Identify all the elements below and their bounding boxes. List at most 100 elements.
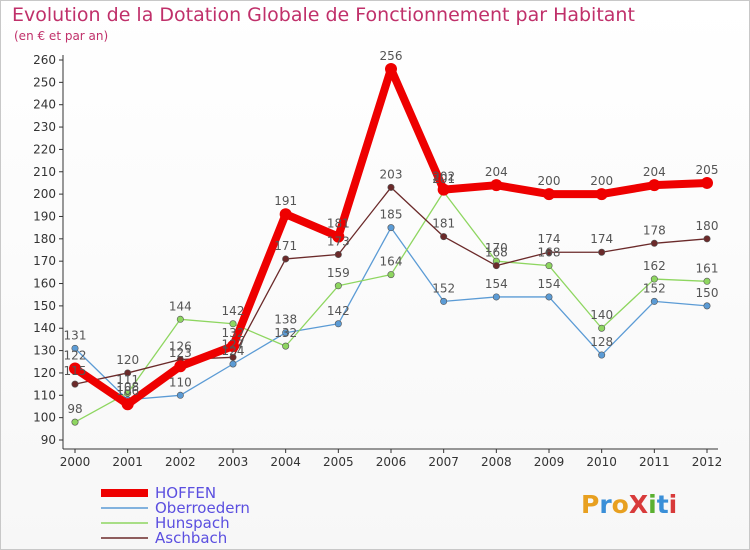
data-label: 162 [643, 259, 666, 273]
y-tick-label: 180 [33, 232, 56, 246]
legend-label: Oberroedern [155, 499, 250, 517]
data-point [71, 418, 79, 426]
data-point [492, 262, 500, 270]
data-point [282, 329, 290, 337]
axes: 90 100 110 120 130 140 150 160 170 180 190 200 210 22… [33, 53, 722, 469]
y-tick-label: 240 [33, 98, 56, 112]
x-tick-label: 2001 [112, 455, 143, 469]
x-tick-label: 2009 [534, 455, 565, 469]
data-label: 181 [432, 217, 455, 231]
y-tick-label: 170 [33, 254, 56, 268]
data-point [334, 282, 342, 290]
x-tick-label: 2002 [165, 455, 196, 469]
data-point [650, 239, 658, 247]
y-tick-label: 150 [33, 299, 56, 313]
chart-title: Evolution de la Dotation Globale de Fonc… [12, 4, 635, 26]
data-point [334, 250, 342, 258]
data-label: 161 [696, 261, 719, 275]
data-point [545, 262, 553, 270]
data-point [701, 176, 713, 189]
x-tick-label: 2003 [218, 455, 249, 469]
proxiti-logo: ProXiti [581, 490, 677, 519]
data-point [229, 320, 237, 328]
data-point [648, 179, 661, 192]
data-label: 140 [590, 308, 613, 322]
logo-letter: r [599, 490, 612, 519]
data-label: 115 [64, 364, 87, 378]
data-label: 120 [116, 353, 139, 367]
y-tick-label: 190 [33, 209, 56, 223]
data-label: 110 [169, 375, 192, 389]
data-label: 132 [222, 326, 245, 340]
x-tick-label: 2008 [481, 455, 512, 469]
y-tick-label: 210 [33, 165, 56, 179]
data-label: 174 [590, 232, 613, 246]
data-point [282, 255, 290, 263]
data-label: 168 [485, 246, 508, 260]
data-point [229, 353, 237, 361]
data-label: 111 [116, 373, 139, 387]
data-point [121, 398, 134, 411]
y-tick-label: 230 [33, 120, 56, 134]
data-label: 108 [116, 380, 139, 394]
data-point [545, 248, 553, 256]
data-point [71, 344, 79, 352]
chart-subtitle: (en € et par an) [14, 29, 109, 43]
data-label: 144 [169, 299, 192, 313]
logo-letter: i [648, 490, 657, 519]
x-tick-label: 2005 [323, 455, 354, 469]
data-label: 127 [222, 337, 245, 351]
logo-letter: X [628, 490, 649, 519]
data-point [282, 342, 290, 350]
data-point [332, 230, 345, 243]
data-label: 171 [274, 239, 297, 253]
data-point [124, 369, 132, 377]
data-point [387, 224, 395, 232]
y-tick-label: 130 [33, 344, 56, 358]
data-label: 152 [643, 281, 666, 295]
data-point [279, 208, 292, 221]
data-point [598, 351, 606, 359]
data-point [69, 362, 81, 375]
x-tick-label: 2004 [270, 455, 301, 469]
data-label: 132 [274, 326, 297, 340]
data-point [387, 183, 395, 191]
data-label: 138 [274, 313, 297, 327]
series-group [69, 62, 713, 426]
data-label: 98 [67, 402, 82, 416]
x-tick-label: 2010 [586, 455, 617, 469]
data-point [440, 297, 448, 305]
data-point [703, 277, 711, 285]
data-point [440, 233, 448, 241]
data-label: 106 [116, 384, 139, 398]
data-point [650, 297, 658, 305]
data-label: 202 [432, 170, 455, 184]
x-tick-label: 2012 [692, 455, 723, 469]
y-tick-label: 100 [33, 411, 56, 425]
data-label: 164 [380, 255, 403, 269]
data-point [595, 188, 608, 201]
data-label: 123 [169, 346, 192, 360]
data-label: 205 [696, 163, 719, 177]
legend-label: Aschbach [155, 529, 227, 547]
data-label: 191 [274, 194, 297, 208]
y-tick-label: 260 [33, 53, 56, 67]
legend-label: HOFFEN [155, 484, 216, 502]
data-label: 256 [380, 49, 403, 63]
data-label: 154 [538, 277, 561, 291]
data-label: 200 [590, 174, 613, 188]
data-label: 203 [380, 167, 403, 181]
data-label: 204 [643, 165, 666, 179]
data-point [124, 389, 132, 397]
data-label: 174 [538, 232, 561, 246]
y-tick-label: 90 [41, 433, 56, 447]
data-label: 154 [485, 277, 508, 291]
x-tick-label: 2011 [639, 455, 670, 469]
data-label: 126 [169, 340, 192, 354]
data-point [598, 324, 606, 332]
data-label: 173 [327, 234, 350, 248]
data-label: 152 [432, 281, 455, 295]
data-label: 204 [485, 165, 508, 179]
data-label: 181 [327, 217, 350, 231]
